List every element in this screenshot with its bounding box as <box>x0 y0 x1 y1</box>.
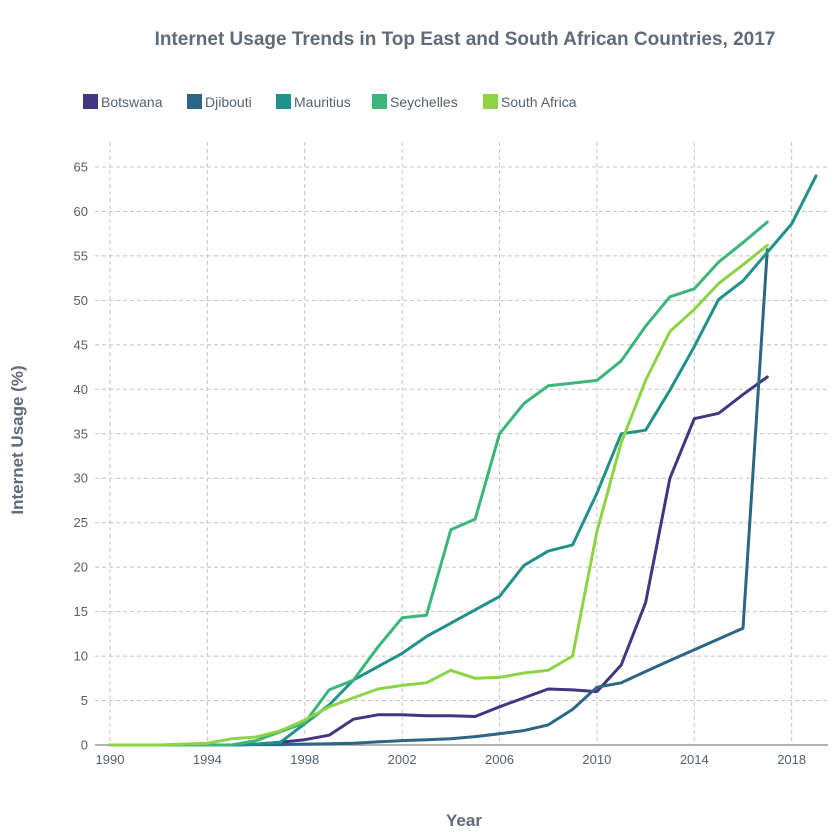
y-tick-label: 25 <box>74 515 88 530</box>
x-axis-title: Year <box>446 811 482 830</box>
legend-item-seychelles: Seychelles <box>372 94 458 110</box>
legend-item-south-africa: South Africa <box>483 94 577 110</box>
x-tick-label: 1998 <box>290 752 319 767</box>
x-tick-label: 1994 <box>193 752 222 767</box>
legend-label: Botswana <box>101 94 163 110</box>
legend-label: South Africa <box>501 94 577 110</box>
y-tick-label: 40 <box>74 382 88 397</box>
series-line-botswana <box>108 375 769 747</box>
y-tick-label: 45 <box>74 337 88 352</box>
legend: Botswana Djibouti Mauritius Seychelles South… <box>83 94 577 110</box>
y-axis-title: Internet Usage (%) <box>8 365 27 514</box>
legend-item-djibouti: Djibouti <box>187 94 252 110</box>
series-line-seychelles <box>108 220 769 747</box>
legend-swatch <box>276 94 291 109</box>
legend-swatch <box>483 94 498 109</box>
y-tick-label: 50 <box>74 293 88 308</box>
y-tick-label: 65 <box>74 160 88 175</box>
y-tick-label: 20 <box>74 560 88 575</box>
y-tick-label: 60 <box>74 204 88 219</box>
legend-item-mauritius: Mauritius <box>276 94 351 110</box>
y-tick-label: 30 <box>74 471 88 486</box>
legend-swatch <box>372 94 387 109</box>
y-tick-label: 5 <box>81 693 88 708</box>
legend-label: Mauritius <box>294 94 351 110</box>
x-tick-label: 2002 <box>388 752 417 767</box>
legend-item-botswana: Botswana <box>83 94 163 110</box>
y-tick-label: 10 <box>74 649 88 664</box>
x-tick-label: 2006 <box>485 752 514 767</box>
legend-label: Djibouti <box>205 94 252 110</box>
y-tick-label: 0 <box>81 738 88 753</box>
x-tick-label: 2018 <box>777 752 806 767</box>
series-lines <box>108 174 818 747</box>
series-line-mauritius <box>108 174 818 747</box>
y-tick-label: 15 <box>74 604 88 619</box>
chart-title: Internet Usage Trends in Top East and So… <box>155 29 776 50</box>
y-tick-label: 35 <box>74 426 88 441</box>
series-line-djibouti <box>108 248 769 747</box>
y-tick-label: 55 <box>74 248 88 263</box>
legend-label: Seychelles <box>390 94 458 110</box>
x-tick-label: 2010 <box>582 752 611 767</box>
series-line-south-africa <box>108 243 769 747</box>
x-tick-label: 2014 <box>680 752 709 767</box>
x-tick-label: 1990 <box>96 752 125 767</box>
tick-labels: 1990 1994 1998 2002 2006 2010 2014 2018 0 5 10 15 20… <box>74 160 807 768</box>
legend-swatch <box>83 94 98 109</box>
legend-swatch <box>187 94 202 109</box>
grid <box>95 142 828 745</box>
